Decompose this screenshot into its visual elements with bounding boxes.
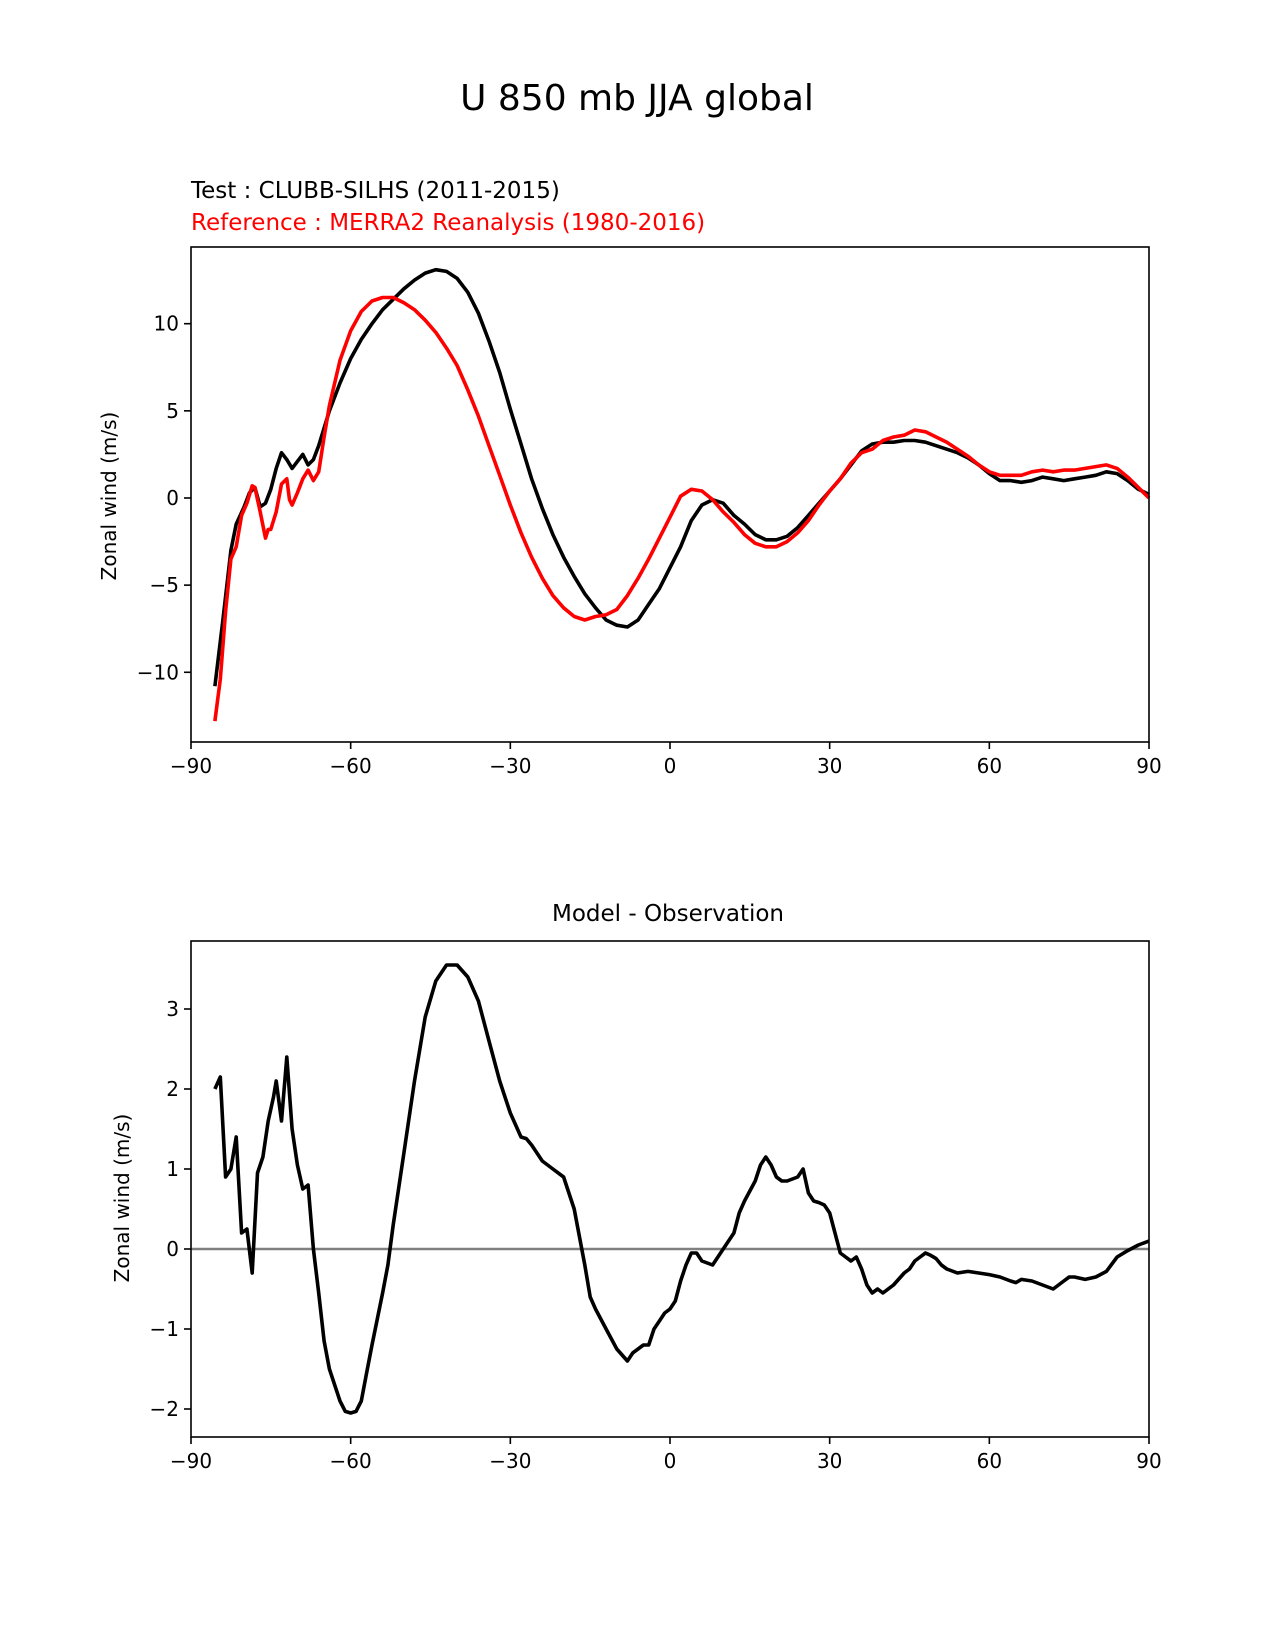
x-tick-label: −90 (170, 754, 212, 778)
y-tick-label: 10 (154, 312, 179, 336)
bottom-plot-area: −90 −60 −30 0 30 60 90 −2 −1 0 1 2 3 (150, 940, 1162, 1473)
x-tick-label: 60 (977, 1449, 1002, 1473)
y-tick-label: 1 (166, 1157, 179, 1181)
y-tick-label: 3 (166, 997, 179, 1021)
x-tick-label: −90 (170, 1449, 212, 1473)
y-tick-label: 5 (166, 399, 179, 423)
reference-label: Reference : MERRA2 Reanalysis (1980-2016… (191, 210, 705, 236)
series-line-model-observation (213, 963, 1150, 1415)
bottom-panel: Model - Observation Zonal wind (m/s) −90… (110, 901, 1162, 1473)
test-label: Test : CLUBB-SILHS (2011-2015) (190, 178, 560, 204)
top-y-axis-label: Zonal wind (m/s) (97, 412, 121, 581)
bottom-y-axis-label: Zonal wind (m/s) (110, 1114, 134, 1283)
x-tick-label: −60 (330, 1449, 372, 1473)
x-tick-label: 90 (1136, 754, 1161, 778)
x-tick-label: 0 (664, 754, 677, 778)
x-tick-label: 0 (664, 1449, 677, 1473)
top-panel: Test : CLUBB-SILHS (2011-2015) Reference… (97, 178, 1162, 778)
figure-suptitle: U 850 mb JJA global (460, 78, 814, 119)
y-tick-label: −1 (150, 1317, 179, 1341)
axes-frame (190, 246, 1150, 743)
x-tick-label: 90 (1136, 1449, 1161, 1473)
x-tick-label: 60 (977, 754, 1002, 778)
y-tick-label: 2 (166, 1077, 179, 1101)
y-tick-label: −5 (150, 573, 179, 597)
x-tick-label: 30 (817, 1449, 842, 1473)
x-tick-label: −30 (489, 1449, 531, 1473)
y-tick-label: −10 (137, 660, 179, 684)
x-tick-label: −60 (330, 754, 372, 778)
y-tick-label: 0 (166, 486, 179, 510)
series-line-test (213, 267, 1150, 687)
y-tick-label: −2 (150, 1397, 179, 1421)
bottom-panel-title: Model - Observation (552, 901, 784, 927)
series-line-reference (213, 295, 1151, 722)
y-tick-label: 0 (166, 1237, 179, 1261)
x-tick-label: 30 (817, 754, 842, 778)
axes-frame (190, 940, 1150, 1438)
top-plot-area: −90 −60 −30 0 30 60 90 −10 −5 0 5 10 (137, 246, 1162, 778)
x-tick-label: −30 (489, 754, 531, 778)
